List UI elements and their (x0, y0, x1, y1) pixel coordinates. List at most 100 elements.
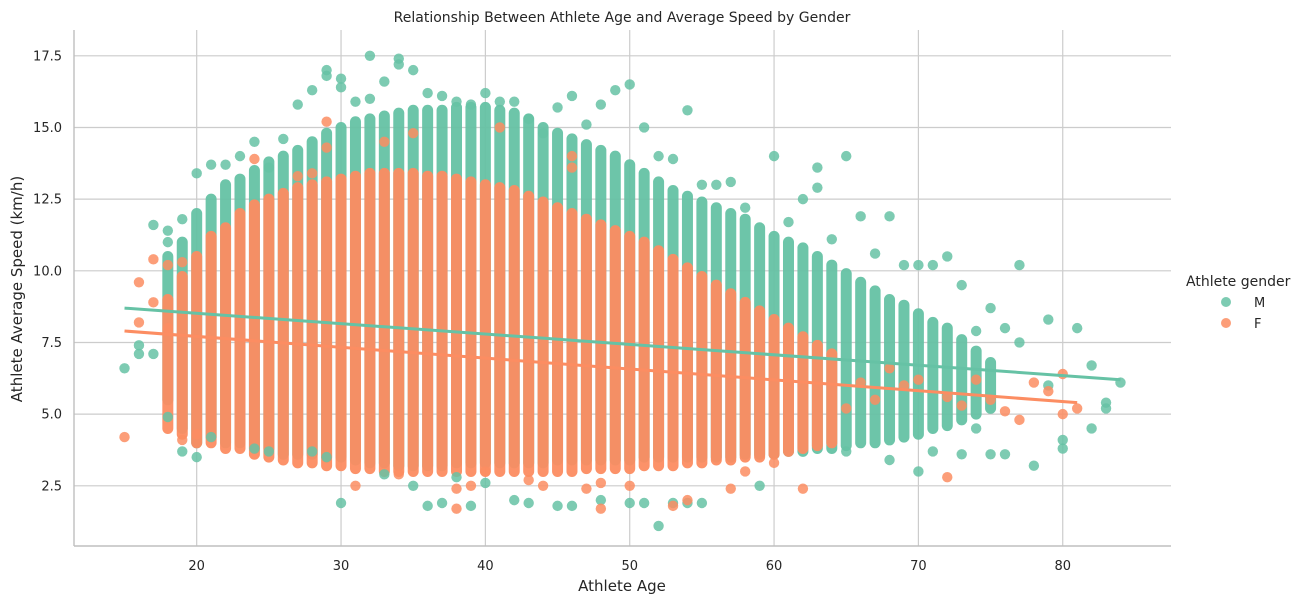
series-m-point (855, 211, 866, 222)
series-f-point (523, 474, 534, 486)
series-m-point (263, 446, 275, 457)
series-m-point (638, 122, 650, 133)
series-m-bands (162, 101, 997, 472)
axes-spines (73, 30, 1171, 547)
series-m-point (653, 150, 664, 162)
series-f-point (624, 480, 635, 491)
series-m-point (913, 466, 924, 477)
series-m-point (393, 59, 404, 70)
y-tick-label: 7.5 (41, 336, 62, 351)
series-f-point (595, 477, 607, 489)
series-m-point (595, 99, 607, 110)
series-m-point (335, 73, 347, 84)
series-m-point (162, 236, 174, 248)
series-m-point (306, 446, 318, 457)
series-m-point (970, 423, 982, 434)
series-m-point (321, 451, 332, 463)
series-f-point (566, 162, 578, 173)
series-m-point (162, 411, 174, 423)
series-f-point (884, 363, 895, 374)
series-f-point (162, 259, 174, 271)
series-f-point (667, 500, 679, 512)
y-tick-label: 10.0 (33, 264, 62, 279)
series-m-point (537, 128, 549, 139)
series-f-point (249, 153, 260, 165)
series-f-point (1014, 414, 1025, 426)
series-m-point (725, 176, 736, 188)
series-m-point (465, 500, 477, 512)
series-m-point (1100, 403, 1112, 414)
series-f-point (725, 483, 736, 494)
series-f-point (119, 431, 130, 443)
series-m-point (1028, 460, 1040, 471)
series-m-point (249, 136, 260, 147)
series-m-point (942, 251, 953, 262)
x-axis-ticks: 20 30 40 50 60 70 80 (188, 559, 1071, 574)
series-m-point (523, 113, 534, 125)
series-m-point (999, 449, 1011, 460)
series-m-point (696, 179, 708, 190)
series-m-point (191, 168, 202, 179)
series-f-point (350, 480, 361, 491)
series-m-point (350, 96, 361, 107)
series-f-point (306, 168, 318, 179)
series-f-point (768, 457, 780, 469)
series-m-point (133, 348, 145, 360)
legend-marker-m (1221, 297, 1231, 307)
series-m-point (177, 446, 188, 457)
series-m-point (985, 449, 996, 460)
scatter-points (119, 50, 1126, 532)
series-f-point (869, 394, 881, 405)
legend: Athlete gender M F (1186, 274, 1291, 332)
series-m-point (119, 363, 130, 374)
series-m-point (1086, 360, 1097, 371)
series-m-point (841, 150, 852, 162)
series-m-point (408, 64, 419, 76)
series-m-point (364, 50, 376, 61)
series-m-point (970, 325, 982, 337)
series-m-point (841, 446, 852, 457)
series-m-point (422, 500, 433, 512)
series-m-point (566, 500, 578, 512)
series-m-point (335, 497, 347, 509)
series-m-point (956, 449, 967, 460)
series-m-point (682, 105, 693, 116)
series-m-point (480, 477, 491, 489)
series-f-bands (162, 167, 838, 477)
y-tick-label: 17.5 (33, 49, 62, 64)
legend-title: Athlete gender (1186, 274, 1291, 290)
series-m-point (494, 96, 506, 107)
series-m-point (451, 96, 462, 107)
series-m-point (234, 150, 246, 162)
series-m-point (278, 133, 289, 145)
series-m-point (148, 348, 159, 360)
series-f-point (595, 503, 607, 514)
series-m-point (379, 469, 390, 480)
series-m-point (739, 202, 751, 213)
series-m-point (566, 90, 578, 102)
series-m-point (148, 219, 159, 231)
legend-label-m: M (1254, 296, 1265, 311)
series-f-point (408, 128, 419, 139)
series-f-point (970, 374, 982, 385)
series-m-trend-line (124, 306, 1121, 382)
series-m-point (205, 159, 217, 170)
series-f-point (1057, 408, 1068, 420)
series-f-point (1071, 403, 1083, 414)
series-f-point (465, 480, 477, 491)
series-m-point (624, 79, 635, 90)
series-f-point (177, 434, 188, 446)
series-m-point (177, 214, 188, 225)
x-tick-label: 40 (477, 559, 494, 574)
series-m-point (624, 497, 635, 509)
series-f-point (999, 406, 1011, 417)
series-f-point (494, 122, 506, 133)
series-m-point (249, 443, 260, 454)
series-f-point (797, 483, 809, 494)
series-m-point (884, 454, 895, 466)
series-m-point (480, 87, 491, 99)
series-m-point (696, 497, 708, 509)
series-f-point (148, 254, 159, 265)
series-m-point (667, 153, 679, 165)
y-tick-label: 2.5 (41, 479, 62, 494)
